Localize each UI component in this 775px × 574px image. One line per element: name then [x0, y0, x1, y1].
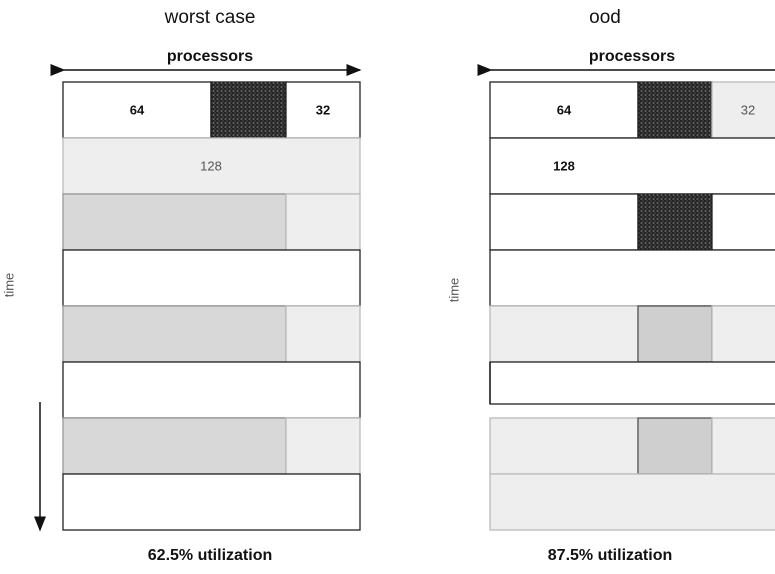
- job: [285, 305, 361, 363]
- caption: 87.5% utilization: [548, 547, 672, 564]
- panel-title: ood: [589, 7, 621, 28]
- time-label: time: [1, 273, 16, 298]
- panel-good: ood processors time 64 32 128 87.5% util…: [446, 7, 775, 564]
- job: [62, 361, 361, 419]
- cell-label: 64: [557, 102, 572, 117]
- idle: [637, 81, 713, 139]
- job: [285, 193, 361, 251]
- job: [489, 137, 775, 195]
- job: [489, 249, 775, 307]
- job: [62, 249, 361, 307]
- cell-label: 32: [741, 102, 755, 117]
- idle: [637, 417, 713, 475]
- job: [489, 473, 775, 531]
- job: [62, 137, 361, 195]
- idle: [210, 81, 287, 139]
- job: [285, 81, 361, 139]
- job: [711, 305, 775, 363]
- job: [285, 417, 361, 475]
- job: [489, 417, 639, 475]
- cell-label: 64: [130, 102, 145, 117]
- panel-worst-case: worst case processors time 64 32 128 62.…: [1, 7, 362, 564]
- idle: [637, 305, 713, 363]
- idle: [62, 305, 287, 363]
- idle: [62, 417, 287, 475]
- job: [489, 361, 775, 405]
- axis-label: processors: [167, 48, 253, 65]
- cell-label: 128: [200, 158, 222, 173]
- time-label: time: [446, 278, 461, 303]
- job: [62, 473, 361, 531]
- idle: [62, 193, 287, 251]
- axis-label: processors: [589, 48, 675, 65]
- cell-label: 128: [553, 158, 575, 173]
- caption: 62.5% utilization: [148, 547, 272, 564]
- job: [489, 193, 639, 251]
- job: [711, 417, 775, 475]
- cell-label: 32: [316, 102, 330, 117]
- job: [489, 305, 639, 363]
- job: [711, 193, 775, 251]
- panel-title: worst case: [164, 7, 256, 28]
- job: [62, 81, 212, 139]
- idle: [637, 193, 713, 251]
